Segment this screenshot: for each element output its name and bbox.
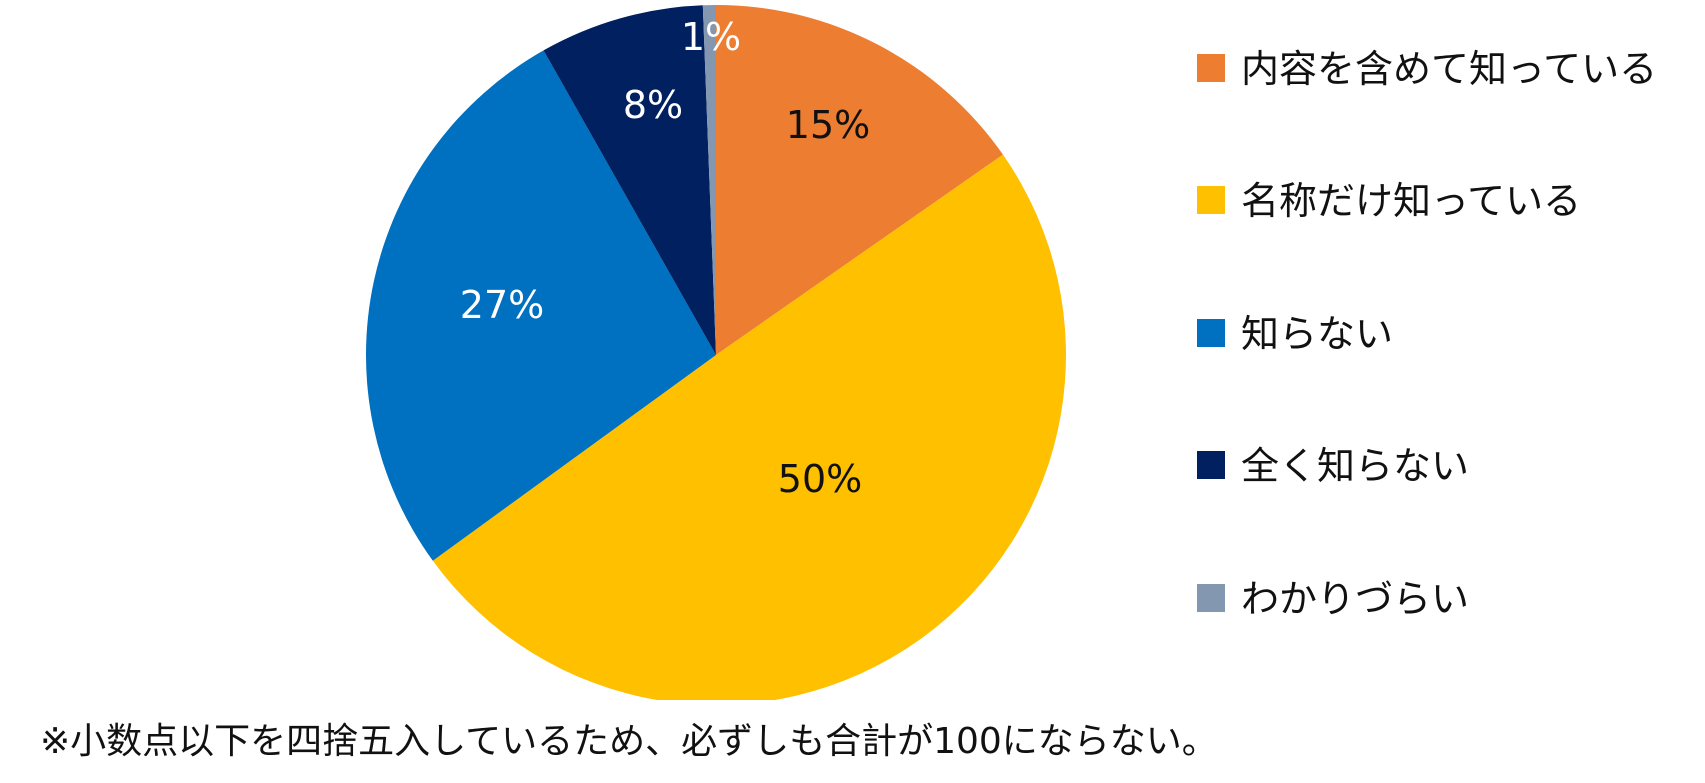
legend-item-unclear: わかりづらい <box>1197 570 1470 621</box>
slice-value-label: 1% <box>681 15 741 59</box>
legend-label: 内容を含めて知っている <box>1241 46 1658 91</box>
legend-item-dont-know: 知らない <box>1197 305 1394 356</box>
footnote: ※小数点以下を四捨五入しているため、必ずしも合計が100にならない。 <box>40 721 1218 762</box>
legend-item-dont-know-at-all: 全く知らない <box>1197 437 1470 488</box>
pie-slice <box>432 154 1066 700</box>
legend-label: わかりづらい <box>1241 576 1470 621</box>
legend-label: 名称だけ知っている <box>1241 178 1582 223</box>
pie-slices <box>366 5 1066 700</box>
pie-value-labels: 15% 50% 27% 8% 1% <box>460 15 870 501</box>
legend-item-know-content: 内容を含めて知っている <box>1197 40 1658 91</box>
legend-swatch <box>1197 54 1225 82</box>
slice-value-label: 8% <box>623 83 683 127</box>
slice-value-label: 15% <box>786 103 870 147</box>
pie-slice <box>366 50 716 561</box>
legend-item-know-name-only: 名称だけ知っている <box>1197 172 1582 223</box>
pie-chart: 15% 50% 27% 8% 1% <box>366 5 1066 700</box>
legend-swatch <box>1197 584 1225 612</box>
legend-swatch <box>1197 319 1225 347</box>
slice-value-label: 50% <box>778 457 862 501</box>
slice-value-label: 27% <box>460 283 544 327</box>
legend-label: 知らない <box>1241 311 1394 356</box>
legend-swatch <box>1197 451 1225 479</box>
pie-slice <box>543 5 716 355</box>
legend-label: 全く知らない <box>1241 443 1470 488</box>
legend-swatch <box>1197 186 1225 214</box>
pie-slice <box>716 5 1003 355</box>
pie-slice <box>702 5 716 355</box>
